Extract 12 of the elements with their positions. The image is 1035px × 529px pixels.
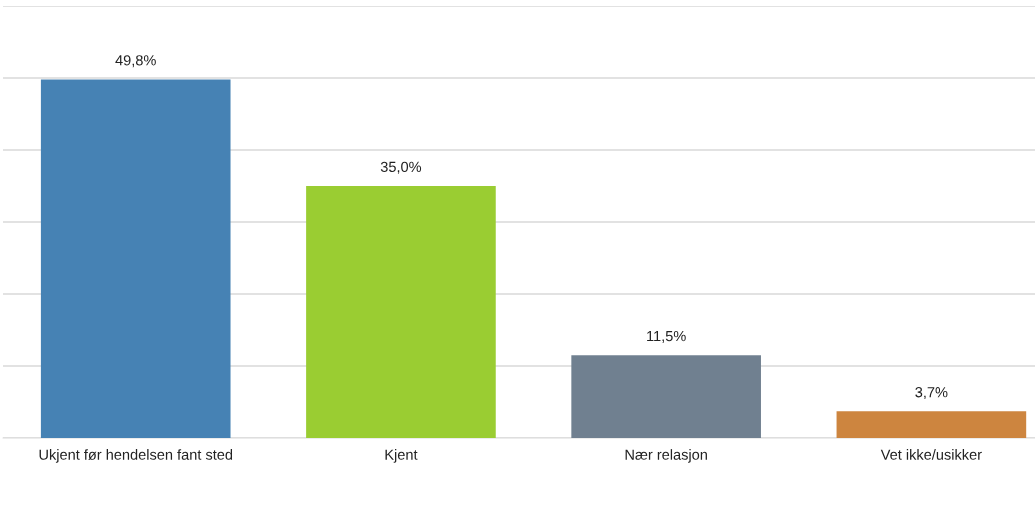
bar <box>40 79 231 439</box>
x-tick-label: Ukjent før hendelsen fant sted <box>39 449 233 463</box>
bar <box>836 411 1027 439</box>
x-tick-label: Kjent <box>385 449 418 463</box>
data-label: 3,7% <box>915 387 948 400</box>
bar <box>306 186 496 439</box>
x-tick-label: Vet ikke/usikker <box>880 449 982 460</box>
x-tick-label: Nær relasjon <box>625 449 707 463</box>
data-label: 11,5% <box>647 330 686 343</box>
bar <box>571 355 761 439</box>
data-label: 35,0% <box>380 161 422 174</box>
data-label: 49,8% <box>115 55 156 68</box>
